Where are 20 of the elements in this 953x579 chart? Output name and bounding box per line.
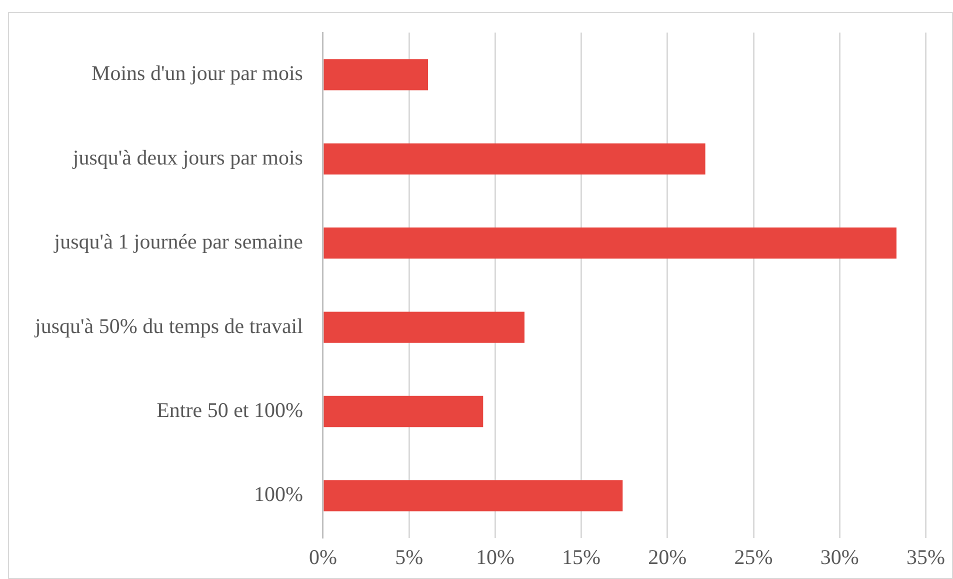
x-tick-label: 0%	[308, 544, 337, 569]
y-tick-label: Entre 50 et 100%	[156, 398, 303, 422]
bar	[324, 396, 484, 428]
x-tick-label: 20%	[648, 544, 687, 569]
y-tick-label: 100%	[254, 482, 303, 506]
bar	[324, 312, 524, 343]
bar	[324, 480, 623, 512]
x-tick-label: 5%	[395, 544, 424, 569]
x-tick-label: 10%	[476, 544, 514, 569]
y-tick-label: Moins d'un jour par mois	[92, 61, 303, 86]
bar	[324, 143, 706, 174]
x-tick-label: 30%	[820, 544, 859, 569]
x-tick-label: 25%	[734, 544, 773, 569]
x-tick-label: 15%	[562, 544, 601, 569]
bar	[324, 59, 428, 90]
bar	[324, 228, 896, 259]
y-tick-label: jusqu'à 50% du temps de travail	[34, 314, 304, 338]
y-tick-label: jusqu'à deux jours par mois	[72, 145, 303, 170]
y-tick-label: jusqu'à 1 journée par semaine	[53, 230, 303, 254]
x-tick-label: 35%	[906, 544, 946, 569]
